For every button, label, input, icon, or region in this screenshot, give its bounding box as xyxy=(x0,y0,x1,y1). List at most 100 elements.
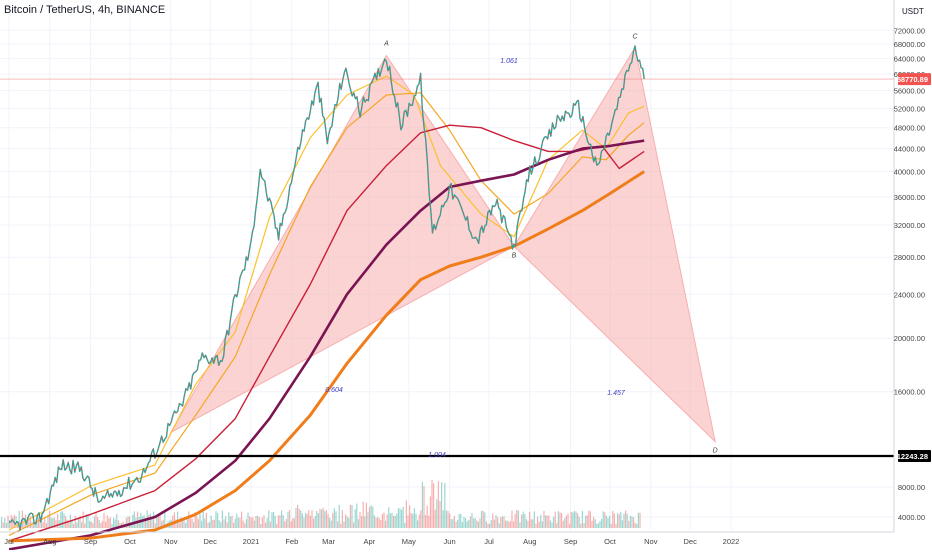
x-tick-label: Sep xyxy=(564,537,577,546)
volume-bar xyxy=(268,510,270,528)
volume-bar xyxy=(428,515,430,528)
volume-bar xyxy=(215,511,217,528)
y-axis[interactable]: 4000.00 8000.00 16000.00 20000.00 24000.00 28… xyxy=(893,0,932,550)
volume-bar xyxy=(346,516,348,528)
quote-currency-badge[interactable]: USDT xyxy=(902,7,924,16)
pattern-ratio-label: 1.004 xyxy=(428,452,446,459)
volume-bar xyxy=(117,520,119,528)
volume-bar xyxy=(181,518,183,528)
volume-bar xyxy=(114,519,116,528)
volume-bar xyxy=(599,521,601,528)
volume-bar xyxy=(242,520,244,528)
volume-bar xyxy=(466,521,468,528)
volume-bar xyxy=(343,521,345,528)
volume-bar xyxy=(41,513,43,528)
volume-bar xyxy=(303,517,305,528)
volume-bar xyxy=(279,515,281,528)
volume-bar xyxy=(455,521,457,528)
volume-bar xyxy=(87,514,89,528)
volume-bar xyxy=(274,516,276,528)
volume-bar xyxy=(489,523,491,528)
volume-bar xyxy=(201,520,203,528)
volume-bar xyxy=(229,516,231,528)
y-tick-label: 56000.00 xyxy=(894,87,925,96)
volume-bar xyxy=(612,510,614,528)
x-tick-label: 2022 xyxy=(723,537,740,546)
volume-bar xyxy=(524,513,526,528)
volume-bar xyxy=(481,510,483,528)
volume-bar xyxy=(393,515,395,528)
volume-bar xyxy=(311,510,313,528)
volume-bar xyxy=(418,514,420,528)
volume-bar xyxy=(369,507,371,528)
volume-bar xyxy=(529,511,531,528)
pattern-point-label: D xyxy=(713,448,718,455)
volume-bar xyxy=(153,511,155,528)
volume-bar xyxy=(245,519,247,528)
volume-bar xyxy=(473,518,475,528)
volume-bar xyxy=(55,520,57,528)
volume-bar xyxy=(295,508,297,528)
volume-bar xyxy=(31,521,33,528)
volume-bar xyxy=(53,517,55,528)
volume-bar xyxy=(484,512,486,528)
y-tick-label: 8000.00 xyxy=(898,483,925,492)
volume-bars xyxy=(1,479,641,528)
volume-bar xyxy=(194,512,196,528)
volume-bar xyxy=(261,517,263,528)
volume-bar xyxy=(399,508,401,528)
x-tick-label: May xyxy=(402,537,416,546)
volume-bar xyxy=(585,515,587,528)
volume-bar xyxy=(322,507,324,528)
volume-bar xyxy=(154,523,156,528)
volume-bar xyxy=(324,511,326,528)
pattern-ratio-label: 1.061 xyxy=(500,58,518,65)
volume-bar xyxy=(191,518,193,528)
volume-bar xyxy=(247,512,249,528)
volume-bar xyxy=(157,514,159,528)
volume-bar xyxy=(388,507,390,528)
x-axis[interactable]: Jul Aug Sep Oct Nov Dec 2021 Feb Mar Apr May Jun Jul… xyxy=(0,531,894,546)
volume-bar xyxy=(116,514,118,528)
chart-title: Bitcoin / TetherUS, 4h, BINANCE xyxy=(4,4,166,16)
moving-average-ma_purple_thick xyxy=(8,139,645,551)
volume-bar xyxy=(309,515,311,528)
volume-bar xyxy=(533,511,535,528)
volume-bar xyxy=(108,518,110,528)
volume-bar xyxy=(47,514,49,528)
x-tick-label: Sep xyxy=(84,537,97,546)
volume-bar xyxy=(141,516,143,528)
volume-bar xyxy=(119,522,121,528)
volume-bar xyxy=(405,500,407,528)
volume-bar xyxy=(391,512,393,528)
volume-bar xyxy=(449,513,451,528)
volume-bar xyxy=(145,517,147,528)
volume-bar xyxy=(249,516,251,528)
volume-bar xyxy=(577,513,579,528)
volume-bar xyxy=(543,510,545,528)
volume-bar xyxy=(199,513,201,528)
volume-bar xyxy=(439,501,441,528)
volume-bar xyxy=(60,512,62,528)
y-tick-label: 32000.00 xyxy=(894,221,925,230)
volume-bar xyxy=(497,517,499,528)
volume-bar xyxy=(495,515,497,528)
volume-bar xyxy=(186,517,188,528)
pattern-point-label: B xyxy=(512,252,517,259)
volume-bar xyxy=(623,513,625,528)
volume-bar xyxy=(521,514,523,528)
volume-bar xyxy=(625,510,627,528)
volume-bar xyxy=(421,481,423,528)
volume-bar xyxy=(36,520,38,528)
volume-bar xyxy=(553,517,555,528)
volume-bar xyxy=(329,517,331,528)
volume-bar xyxy=(436,499,438,528)
volume-bar xyxy=(223,519,225,528)
y-tick-label: 52000.00 xyxy=(894,105,925,114)
volume-bar xyxy=(109,517,111,528)
volume-bar xyxy=(615,523,617,528)
volume-bar xyxy=(5,522,7,528)
volume-bar xyxy=(353,522,355,528)
